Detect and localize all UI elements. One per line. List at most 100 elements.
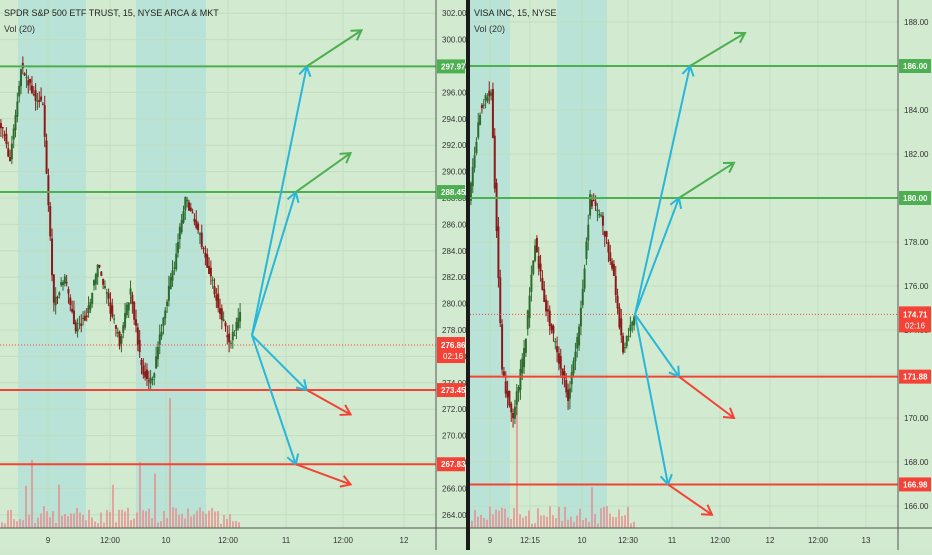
volume-bar bbox=[22, 520, 24, 528]
candle-body bbox=[574, 351, 577, 362]
projection-arrowhead bbox=[298, 64, 312, 78]
spy-chart: 264.00266.00268.00270.00272.00274.00276.… bbox=[0, 0, 467, 550]
projection-arrowhead bbox=[733, 31, 747, 44]
volume-bar bbox=[118, 509, 120, 528]
projection-arrow bbox=[251, 334, 297, 465]
candle-body bbox=[603, 231, 606, 237]
candle-body bbox=[501, 324, 504, 370]
spy-volume-indicator-label[interactable]: Vol (20) bbox=[4, 24, 36, 34]
candle-body bbox=[475, 141, 478, 154]
volume-bar bbox=[214, 511, 216, 528]
candle-body bbox=[235, 321, 238, 331]
level-price-label: 180.00 bbox=[903, 194, 928, 203]
volume-bar bbox=[166, 518, 168, 528]
volume-bar bbox=[579, 508, 581, 528]
candle-body bbox=[484, 95, 487, 101]
candle-body bbox=[570, 372, 573, 385]
volume-bar bbox=[55, 522, 57, 528]
candle-body bbox=[607, 241, 610, 253]
candle-body bbox=[135, 319, 138, 326]
volume-bar bbox=[534, 523, 536, 528]
volume-bar bbox=[109, 511, 111, 528]
volume-bar bbox=[172, 507, 174, 528]
candle-body bbox=[215, 295, 218, 301]
candle-body bbox=[554, 340, 557, 343]
volume-bar bbox=[603, 506, 605, 528]
candle-body bbox=[524, 338, 527, 353]
volume-bar bbox=[612, 516, 614, 528]
volume-bar bbox=[127, 507, 129, 528]
projection-arrow bbox=[678, 161, 735, 199]
x-tick-label: 12 bbox=[766, 536, 775, 545]
x-tick-label: 10 bbox=[162, 536, 171, 545]
candle-body bbox=[124, 313, 127, 328]
candle-body bbox=[167, 285, 170, 301]
candle-body bbox=[113, 318, 116, 320]
level-price-label: 166.98 bbox=[903, 480, 928, 489]
volume-bar bbox=[112, 484, 114, 528]
volume-bar bbox=[513, 507, 515, 528]
candle-body bbox=[523, 348, 526, 368]
candle-body bbox=[100, 271, 103, 276]
candle-body bbox=[620, 318, 623, 336]
y-tick-label: 302.00 bbox=[442, 9, 467, 18]
level-price-tag bbox=[437, 383, 465, 398]
candle-body bbox=[96, 264, 99, 277]
candle-body bbox=[200, 232, 203, 248]
candle-body bbox=[16, 101, 19, 117]
candle-body bbox=[14, 115, 17, 131]
volume-bar bbox=[621, 516, 623, 528]
candle-body bbox=[228, 333, 231, 343]
candle-body bbox=[534, 245, 537, 261]
projection-arrow bbox=[634, 197, 680, 315]
candle-body bbox=[127, 302, 130, 311]
candle-body bbox=[499, 277, 502, 323]
x-tick-label: 13 bbox=[862, 536, 871, 545]
candle-body bbox=[45, 140, 48, 174]
candle-body bbox=[173, 267, 176, 269]
candle-body bbox=[29, 79, 32, 83]
candle-body bbox=[504, 381, 507, 394]
candle-body bbox=[175, 253, 178, 270]
volume-bar bbox=[151, 518, 153, 528]
candle-body bbox=[515, 391, 518, 405]
volume-bar bbox=[220, 523, 222, 528]
volume-bar bbox=[97, 523, 99, 528]
visa-volume-indicator-label[interactable]: Vol (20) bbox=[474, 24, 506, 34]
y-tick-label: 176.00 bbox=[904, 282, 929, 291]
volume-bar bbox=[588, 522, 590, 528]
candle-body bbox=[211, 279, 214, 281]
candle-body bbox=[598, 213, 601, 216]
x-tick-label: 12:00 bbox=[710, 536, 731, 545]
volume-bar bbox=[630, 523, 632, 528]
volume-bar bbox=[528, 510, 530, 528]
volume-bar bbox=[190, 516, 192, 528]
candle-body bbox=[131, 294, 134, 305]
candle-body bbox=[34, 90, 37, 101]
candle-body bbox=[19, 69, 22, 87]
candle-body bbox=[596, 209, 599, 212]
candle-body bbox=[85, 315, 88, 318]
candle-body bbox=[226, 335, 229, 338]
volume-bar bbox=[40, 513, 42, 528]
y-tick-label: 272.00 bbox=[442, 405, 467, 414]
candle-body bbox=[74, 322, 77, 332]
volume-bar bbox=[501, 507, 503, 528]
candle-body bbox=[0, 123, 2, 129]
projection-arrow bbox=[250, 191, 297, 336]
volume-bar bbox=[543, 515, 545, 528]
volume-bar bbox=[154, 473, 156, 528]
candle-body bbox=[556, 346, 559, 353]
volume-bar bbox=[576, 515, 578, 528]
candle-body bbox=[209, 267, 212, 277]
volume-bar bbox=[58, 484, 60, 528]
candle-body bbox=[116, 332, 119, 334]
candle-body bbox=[177, 242, 180, 253]
volume-bar bbox=[133, 518, 135, 528]
volume-bar bbox=[609, 513, 611, 528]
volume-bar bbox=[16, 521, 18, 528]
candle-body bbox=[133, 302, 136, 320]
volume-bar bbox=[73, 513, 75, 528]
volume-bar bbox=[492, 514, 494, 528]
